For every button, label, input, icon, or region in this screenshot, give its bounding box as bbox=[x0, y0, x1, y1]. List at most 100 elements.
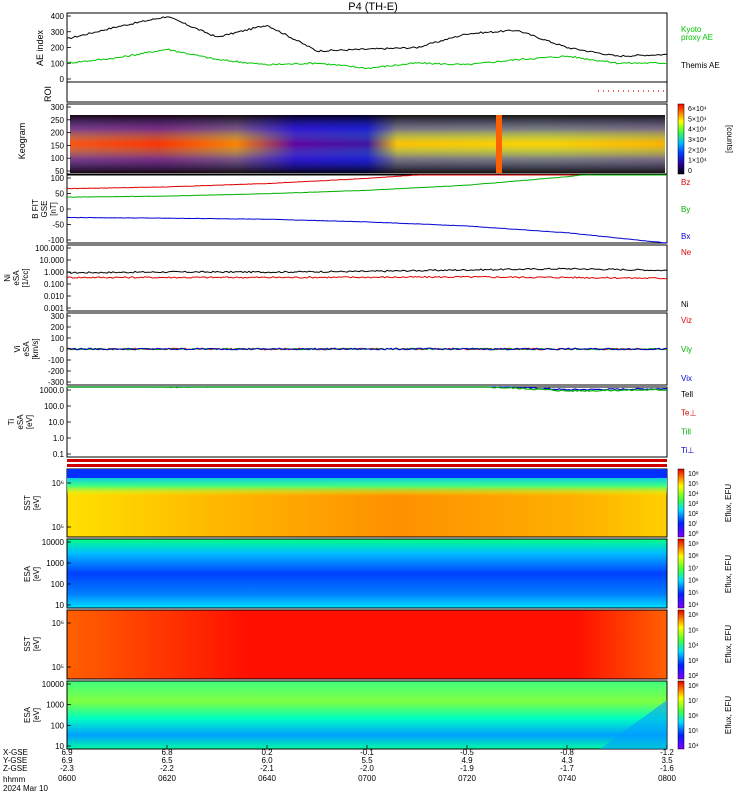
bfield-legend-label: By bbox=[681, 205, 690, 214]
series-line-by bbox=[66, 174, 667, 198]
x-axis-value: 4.3 bbox=[561, 756, 573, 765]
density-legend: Ne Ni bbox=[681, 248, 692, 309]
x-axis-time: 0700 bbox=[358, 774, 376, 783]
esa_i-tick-label: 10000 bbox=[42, 680, 65, 689]
sst_e-tick-label: 10⁵ bbox=[52, 523, 64, 532]
sst_e-colorbar-tick: 10⁸ bbox=[688, 471, 699, 478]
keogram-colorbar bbox=[677, 103, 685, 175]
velocity-tick-label: 100 bbox=[51, 334, 65, 343]
sst-i-colorbar bbox=[677, 609, 685, 680]
x-axis-value: 6.0 bbox=[261, 756, 273, 765]
x-axis-value: -2.3 bbox=[60, 764, 74, 773]
sst_i-tick-label: 10⁵ bbox=[52, 663, 64, 672]
velocity-ticks: 300 200 100 0 -100 -200 -300 bbox=[48, 312, 71, 387]
x-axis-value: -2.2 bbox=[160, 764, 174, 773]
bfield-ylabel-line: B FIT bbox=[31, 199, 40, 219]
ae-ticks: 400 300 200 100 0 bbox=[51, 12, 71, 84]
bfield-panel: B FIT GSE [nT] 100 50 0 -50 -100 Bz By Bx bbox=[31, 174, 690, 245]
time-label: hhmm bbox=[3, 775, 26, 784]
sst-e-colorbar-label: Eflux, EFU bbox=[724, 484, 733, 522]
sst_e-ylabel-line: [eV] bbox=[32, 496, 41, 510]
esa_e-colorbar-tick: 10⁶ bbox=[688, 578, 699, 585]
temperature-ylabel: Ti eSA [eV] bbox=[7, 414, 34, 430]
temperature-tick-label: 1000.0 bbox=[40, 386, 65, 395]
series-line-ni bbox=[66, 267, 668, 274]
bfield-tick-label: -50 bbox=[52, 221, 64, 230]
esa-e-ylabel: ESA [eV] bbox=[23, 565, 41, 582]
x-axis-value: 6.9 bbox=[61, 748, 73, 757]
x-axis-value: -1.9 bbox=[460, 764, 474, 773]
keogram-shading bbox=[70, 115, 665, 173]
ae-tick-label: 100 bbox=[51, 59, 65, 68]
sst-e-top-band bbox=[67, 469, 667, 478]
keogram-colorbar-tick: 2×10⁴ bbox=[688, 147, 707, 154]
esa_e-tick-label: 10000 bbox=[42, 538, 65, 547]
sst-e-shading bbox=[67, 469, 667, 537]
x-axis-value: -1.6 bbox=[660, 764, 674, 773]
velocity-tick-label: 200 bbox=[51, 323, 65, 332]
density-tick-label: 0.100 bbox=[44, 280, 65, 289]
esa_e-colorbar-tick: 10⁵ bbox=[688, 590, 699, 597]
density-series bbox=[66, 267, 668, 280]
keogram-tick-label: 150 bbox=[51, 141, 65, 150]
temperature-legend-label: Till bbox=[681, 427, 691, 436]
velocity-tick-label: 300 bbox=[51, 312, 65, 321]
x-axis-time: 0640 bbox=[258, 774, 276, 783]
temperature-ylabel-line: Ti bbox=[7, 419, 16, 426]
esa_e-colorbar-tick: 10⁸ bbox=[688, 553, 699, 560]
velocity-tick-label: -100 bbox=[48, 356, 65, 365]
esa_e-ylabel-line: ESA bbox=[23, 565, 32, 582]
x-axis-value: -2.0 bbox=[360, 764, 374, 773]
series-line-bx bbox=[66, 216, 668, 244]
temperature-legend-label: Tell bbox=[681, 390, 693, 399]
density-ylabel: Ni eSA [1/cc] bbox=[3, 268, 30, 287]
sst_i-colorbar-tick: 10⁵ bbox=[688, 627, 699, 634]
esa-i-ylabel: ESA [eV] bbox=[23, 706, 41, 723]
esa_e-colorbar-tick: 10⁴ bbox=[688, 602, 699, 609]
keogram-colorbar-tick: 0 bbox=[688, 168, 692, 175]
esa_e-tick-label: 1000 bbox=[46, 559, 64, 568]
sst-i-panel: SST [eV] 10⁶ 10⁵ 10⁶ 10⁵ 10⁴ 10³ 10² Eflux, EF… bbox=[23, 609, 733, 680]
sst_e-colorbar-tick: 10⁰ bbox=[688, 530, 699, 538]
keogram-stripe bbox=[496, 115, 502, 173]
x-axis-row-name: Z-GSE bbox=[3, 764, 27, 773]
sst-e-colorbar bbox=[677, 468, 685, 538]
esa_i-ylabel-line: ESA bbox=[23, 706, 32, 723]
plot-title: P4 (TH-E) bbox=[348, 1, 398, 13]
keogram-colorbar-tick: 1×10⁴ bbox=[688, 158, 707, 165]
density-tick-label: 0.001 bbox=[44, 304, 65, 313]
esa-i-colorbar bbox=[677, 680, 685, 750]
bfield-frame bbox=[66, 174, 668, 244]
esa_i-tick-label: 10 bbox=[55, 742, 64, 751]
temperature-ylabel-line: [eV] bbox=[25, 415, 34, 429]
sst_i-colorbar-tick: 10⁶ bbox=[688, 612, 699, 619]
sst-i-colorbar-label: Eflux, EFU bbox=[724, 625, 733, 663]
velocity-tick-label: 0 bbox=[60, 345, 65, 354]
density-tick-label: 1.000 bbox=[44, 268, 65, 277]
keogram-panel: Keogram 300 250 200 150 100 50 6×10⁴ 5×10⁴ 4×10… bbox=[17, 103, 734, 176]
esa-e-colorbar-label: Eflux, EFU bbox=[724, 555, 733, 593]
series-line-bz bbox=[66, 174, 667, 190]
mode-bar-1 bbox=[67, 459, 667, 462]
sst_e-ylabel-line: SST bbox=[23, 495, 32, 511]
x-axis-value: -0.5 bbox=[460, 748, 474, 757]
esa_i-tick-label: 1000 bbox=[46, 701, 64, 710]
velocity-legend-label: Viy bbox=[681, 345, 692, 354]
velocity-legend-label: Viz bbox=[681, 316, 692, 325]
sst_i-colorbar-tick: 10² bbox=[688, 673, 699, 680]
bfield-legend: Bz By Bx bbox=[681, 178, 690, 241]
sst_i-colorbar-tick: 10⁴ bbox=[688, 643, 699, 650]
density-legend-label: Ne bbox=[681, 248, 692, 257]
sst_i-ylabel-line: [eV] bbox=[32, 637, 41, 651]
series-line-themis-ae bbox=[66, 16, 668, 58]
ae-tick-label: 0 bbox=[60, 75, 65, 84]
ae-frame bbox=[66, 12, 668, 83]
bfield-ylabel-line: [nT] bbox=[49, 202, 58, 216]
x-axis-value: 0.2 bbox=[261, 748, 273, 757]
ae-series bbox=[66, 16, 668, 70]
sst-i-spectrogram bbox=[66, 609, 668, 680]
